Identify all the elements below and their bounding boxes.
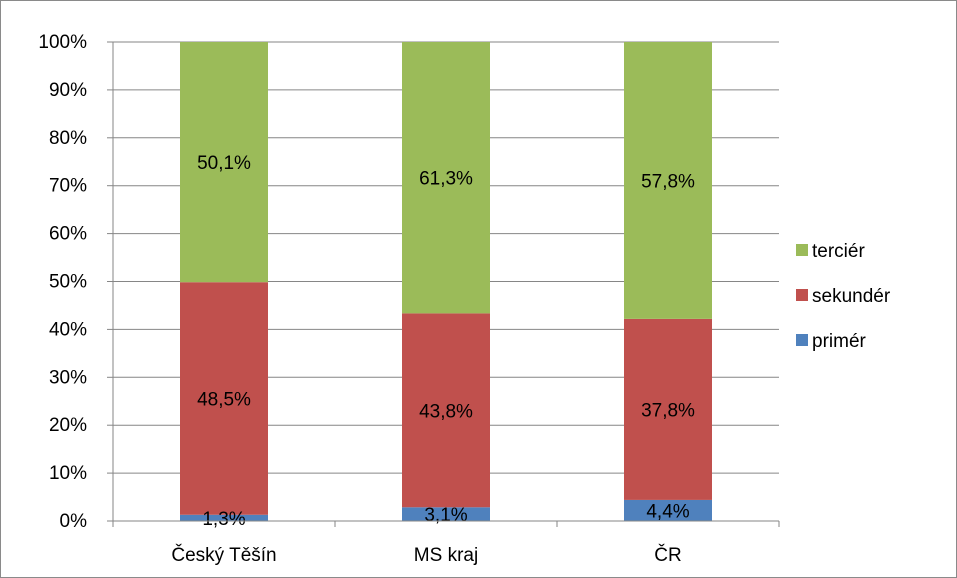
y-tick-label: 20% [49,415,87,436]
y-tick-label: 10% [49,463,87,484]
legend-swatch-sekundér [796,289,808,301]
legend: terciér sekundér primér [796,241,891,352]
bar-sekundér-2 [624,318,712,500]
y-tick-label: 40% [49,319,87,340]
data-label-primér-2: 4,4% [646,501,689,522]
x-category-label: Český Těšín [171,544,276,566]
bar-primér-0 [180,514,268,521]
legend-swatch-primér [796,334,808,346]
data-label-terciér-0: 50,1% [197,153,251,174]
legend-label-primér: primér [812,331,867,352]
bar-sekundér-1 [402,313,490,508]
y-tick-label: 80% [49,128,87,149]
data-label-terciér-1: 61,3% [419,169,473,190]
data-label-sekundér-0: 48,5% [197,389,251,410]
data-label-sekundér-2: 37,8% [641,400,695,421]
data-label-primér-0: 1,3% [202,509,245,530]
bar-terciér-0 [180,42,268,283]
y-tick-label: 0% [60,511,88,532]
x-category-label: ČR [654,544,681,566]
axes: 0% 10% 20% 30% 40% 50% 60% 70% 80% 90% 100% Český T… [38,32,780,566]
data-label-terciér-2: 57,8% [641,171,695,192]
legend-label-sekundér: sekundér [812,286,891,307]
data-label-sekundér-1: 43,8% [419,401,473,422]
y-tick-label: 100% [38,32,87,53]
data-label-primér-1: 3,1% [424,505,467,526]
y-tick-label: 60% [49,224,87,245]
bar-primér-1 [402,507,490,521]
y-tick-label: 90% [49,80,87,101]
bar-primér-2 [624,499,712,521]
legend-swatch-terciér [796,244,808,256]
bar-sekundér-0 [180,282,268,515]
legend-label-terciér: terciér [812,241,865,262]
x-category-label: MS kraj [414,545,478,566]
bar-terciér-1 [402,42,490,314]
bars [180,42,712,521]
bar-terciér-2 [624,42,712,319]
y-tick-label: 70% [49,176,87,197]
y-tick-label: 30% [49,367,87,388]
y-tick-label: 50% [49,272,87,293]
